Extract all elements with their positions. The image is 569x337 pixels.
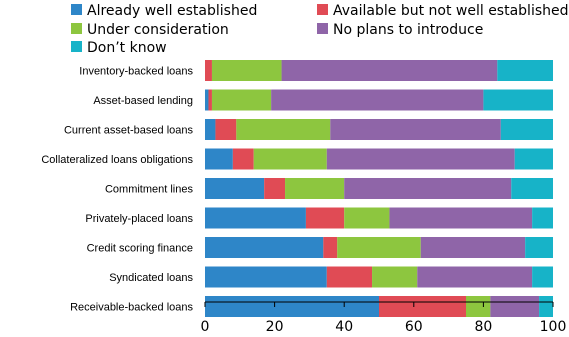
bar-segment-3-3 bbox=[326, 148, 515, 170]
bar-segment-2-1 bbox=[215, 119, 237, 140]
bar-segment-6-3 bbox=[420, 237, 526, 258]
x-tick-label-3: 60 bbox=[405, 319, 423, 335]
category-label-8: Receivable-backed loans bbox=[70, 302, 193, 314]
bar-segment-8-3 bbox=[490, 296, 540, 317]
bar-segment-4-1 bbox=[264, 178, 286, 199]
bar-segment-2-4 bbox=[500, 119, 553, 140]
bar-segment-7-2 bbox=[372, 266, 418, 288]
category-label-4: Commitment lines bbox=[105, 184, 194, 196]
category-label-0: Inventory-backed loans bbox=[79, 66, 193, 78]
legend-label-3: No plans to introduce bbox=[333, 22, 483, 38]
bar-segment-8-4 bbox=[539, 296, 553, 317]
bar-segment-5-1 bbox=[305, 207, 345, 229]
bar-segment-1-2 bbox=[211, 89, 272, 111]
plot-area: Inventory-backed loans Asset-based lendin… bbox=[41, 60, 566, 335]
bar-segment-0-2 bbox=[211, 60, 282, 81]
legend-label-1: Available but not well established bbox=[333, 3, 569, 19]
x-tick-label-5: 100 bbox=[540, 319, 567, 335]
category-labels: Inventory-backed loans Asset-based lendin… bbox=[41, 66, 193, 314]
bar-segment-1-0 bbox=[205, 89, 209, 111]
bar-segment-0-3 bbox=[281, 60, 498, 81]
x-axis: 0 20 40 60 80 100 bbox=[201, 301, 567, 335]
bar-segment-1-4 bbox=[483, 89, 553, 111]
bar-segment-8-0 bbox=[205, 296, 379, 317]
bar-segment-6-1 bbox=[323, 237, 338, 258]
bar-segment-4-4 bbox=[511, 178, 553, 199]
bar-segment-3-0 bbox=[205, 148, 233, 170]
bar-segment-1-3 bbox=[271, 89, 484, 111]
x-tick-label-2: 40 bbox=[335, 319, 353, 335]
bar-segment-5-0 bbox=[205, 207, 306, 229]
bar-segment-6-0 bbox=[205, 237, 324, 258]
bar-segment-5-4 bbox=[532, 207, 553, 229]
legend-label-2: Under consideration bbox=[87, 22, 229, 38]
x-tick-label-1: 20 bbox=[266, 319, 284, 335]
category-label-1: Asset-based lending bbox=[93, 95, 193, 107]
legend-swatch-0 bbox=[71, 4, 82, 15]
bar-segment-7-3 bbox=[417, 266, 533, 288]
bar-segment-4-0 bbox=[205, 178, 265, 199]
bar-segment-4-3 bbox=[344, 178, 512, 199]
bar-segment-2-2 bbox=[236, 119, 331, 140]
x-tick-label-0: 0 bbox=[201, 319, 210, 335]
category-label-6: Credit scoring finance bbox=[87, 243, 193, 255]
bar-segment-8-1 bbox=[379, 296, 466, 317]
bar-segment-5-2 bbox=[344, 207, 390, 229]
category-label-7: Syndicated loans bbox=[109, 272, 193, 284]
bar-segment-7-1 bbox=[326, 266, 373, 288]
bar-segment-2-3 bbox=[330, 119, 501, 140]
bar-segment-7-4 bbox=[532, 266, 553, 288]
legend-swatch-3 bbox=[317, 23, 328, 34]
legend-swatch-2 bbox=[71, 23, 82, 34]
category-label-2: Current asset-based loans bbox=[64, 125, 194, 137]
legend: Already well established Available but no… bbox=[71, 3, 569, 56]
bar-segment-3-4 bbox=[514, 148, 553, 170]
legend-swatch-4 bbox=[71, 41, 82, 52]
bar-segment-7-0 bbox=[205, 266, 327, 288]
legend-label-4: Don’t know bbox=[87, 40, 167, 56]
legend-swatch-1 bbox=[317, 4, 328, 15]
bar-segment-6-4 bbox=[525, 237, 553, 258]
bars-group bbox=[205, 60, 553, 317]
bar-segment-4-2 bbox=[285, 178, 345, 199]
x-tick-label-4: 80 bbox=[474, 319, 492, 335]
bar-segment-0-1 bbox=[205, 60, 212, 81]
bar-segment-3-1 bbox=[232, 148, 254, 170]
category-label-3: Collateralized loans obligations bbox=[41, 154, 193, 166]
bar-segment-0-4 bbox=[497, 60, 553, 81]
bar-segment-8-2 bbox=[466, 296, 491, 317]
bar-segment-3-2 bbox=[253, 148, 327, 170]
bar-segment-6-2 bbox=[337, 237, 421, 258]
legend-label-0: Already well established bbox=[87, 3, 257, 19]
bar-segment-2-0 bbox=[205, 119, 216, 140]
bar-segment-1-1 bbox=[208, 89, 212, 111]
category-label-5: Privately-placed loans bbox=[85, 213, 193, 225]
bar-segment-5-3 bbox=[389, 207, 533, 229]
